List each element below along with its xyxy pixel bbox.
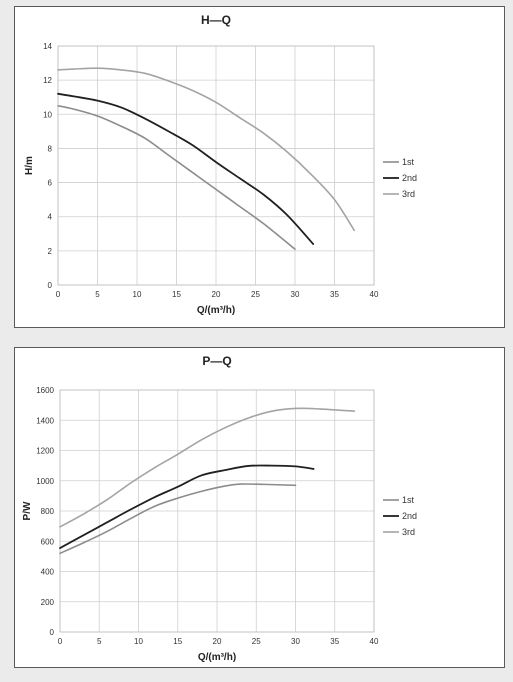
pq-chart: P—Q 0 200 400 600 800 1000 1200 1400 1600 0 5 10 15 20… xyxy=(22,354,417,663)
pq-x-tick-label: 0 xyxy=(58,637,63,646)
hq-chart: H—Q 0 2 4 6 8 10 12 14 0 5 10 15 20 25 30 35 40 Q/(m³/h) H/… xyxy=(24,13,417,316)
hq-y-tick-label: 10 xyxy=(43,110,52,119)
pq-x-axis-label: Q/(m³/h) xyxy=(198,652,236,663)
hq-series-line-2nd xyxy=(57,92,315,245)
pq-x-tick-label: 10 xyxy=(134,637,143,646)
pq-y-tick-label: 800 xyxy=(41,507,55,516)
pq-x-tick-label: 25 xyxy=(252,637,261,646)
pq-x-tick-label: 15 xyxy=(173,637,182,646)
pq-y-tick-label: 1600 xyxy=(36,386,54,395)
hq-y-tick-label: 4 xyxy=(48,213,53,222)
hq-x-tick-label: 20 xyxy=(212,290,221,299)
hq-x-tick-label: 40 xyxy=(370,290,379,299)
hq-legend-label-2nd: 2nd xyxy=(402,173,417,183)
hq-x-tick-label: 10 xyxy=(133,290,142,299)
pq-legend-label-2nd: 2nd xyxy=(402,511,417,521)
pq-y-tick-label: 0 xyxy=(50,628,55,637)
hq-legend-label-1st: 1st xyxy=(402,157,415,167)
hq-x-tick-label: 5 xyxy=(95,290,100,299)
hq-x-tick-label: 30 xyxy=(291,290,300,299)
pq-y-axis-label: P/W xyxy=(22,501,33,520)
hq-x-tick-label: 25 xyxy=(251,290,260,299)
pq-series-line-2nd xyxy=(59,464,315,549)
hq-y-tick-label: 8 xyxy=(48,144,53,153)
pq-legend-label-3rd: 3rd xyxy=(402,527,415,537)
pq-y-tick-label: 1400 xyxy=(36,416,54,425)
pq-y-tick-label: 1200 xyxy=(36,447,54,456)
hq-y-tick-label: 14 xyxy=(43,42,52,51)
hq-chart-title: H—Q xyxy=(201,13,231,27)
hq-y-tick-label: 12 xyxy=(43,76,52,85)
hq-series-line-3rd xyxy=(57,67,356,232)
hq-x-tick-label: 15 xyxy=(172,290,181,299)
pq-y-tick-label: 600 xyxy=(41,537,55,546)
hq-y-tick-label: 0 xyxy=(48,281,53,290)
pq-y-tick-label: 1000 xyxy=(36,477,54,486)
hq-y-tick-label: 2 xyxy=(48,247,53,256)
pq-series-line-1st xyxy=(59,483,297,555)
hq-plot-frame xyxy=(57,45,375,286)
pq-x-tick-label: 30 xyxy=(291,637,300,646)
hq-x-axis-label: Q/(m³/h) xyxy=(197,305,235,316)
hq-y-axis-label: H/m xyxy=(24,156,35,175)
hq-x-tick-label: 0 xyxy=(56,290,61,299)
pq-x-tick-label: 35 xyxy=(330,637,339,646)
hq-series-line-1st xyxy=(57,104,296,250)
pq-x-tick-label: 5 xyxy=(97,637,102,646)
hq-chart-panel: H—Q 0 2 4 6 8 10 12 14 0 5 10 15 20 25 30 35 40 Q/(m³/h) H/… xyxy=(14,6,505,328)
pq-series-line-3rd xyxy=(59,407,356,528)
hq-y-tick-label: 6 xyxy=(48,179,53,188)
pq-plot-frame xyxy=(59,389,375,633)
pq-x-tick-label: 20 xyxy=(213,637,222,646)
hq-legend-label-3rd: 3rd xyxy=(402,189,415,199)
pq-y-tick-label: 400 xyxy=(41,568,55,577)
pq-legend-label-1st: 1st xyxy=(402,495,415,505)
pq-y-tick-label: 200 xyxy=(41,598,55,607)
pq-chart-title: P—Q xyxy=(202,354,231,368)
hq-x-tick-label: 35 xyxy=(330,290,339,299)
pq-chart-panel: P—Q 0 200 400 600 800 1000 1200 1400 1600 0 5 10 15 20… xyxy=(14,347,505,668)
pq-x-tick-label: 40 xyxy=(370,637,379,646)
